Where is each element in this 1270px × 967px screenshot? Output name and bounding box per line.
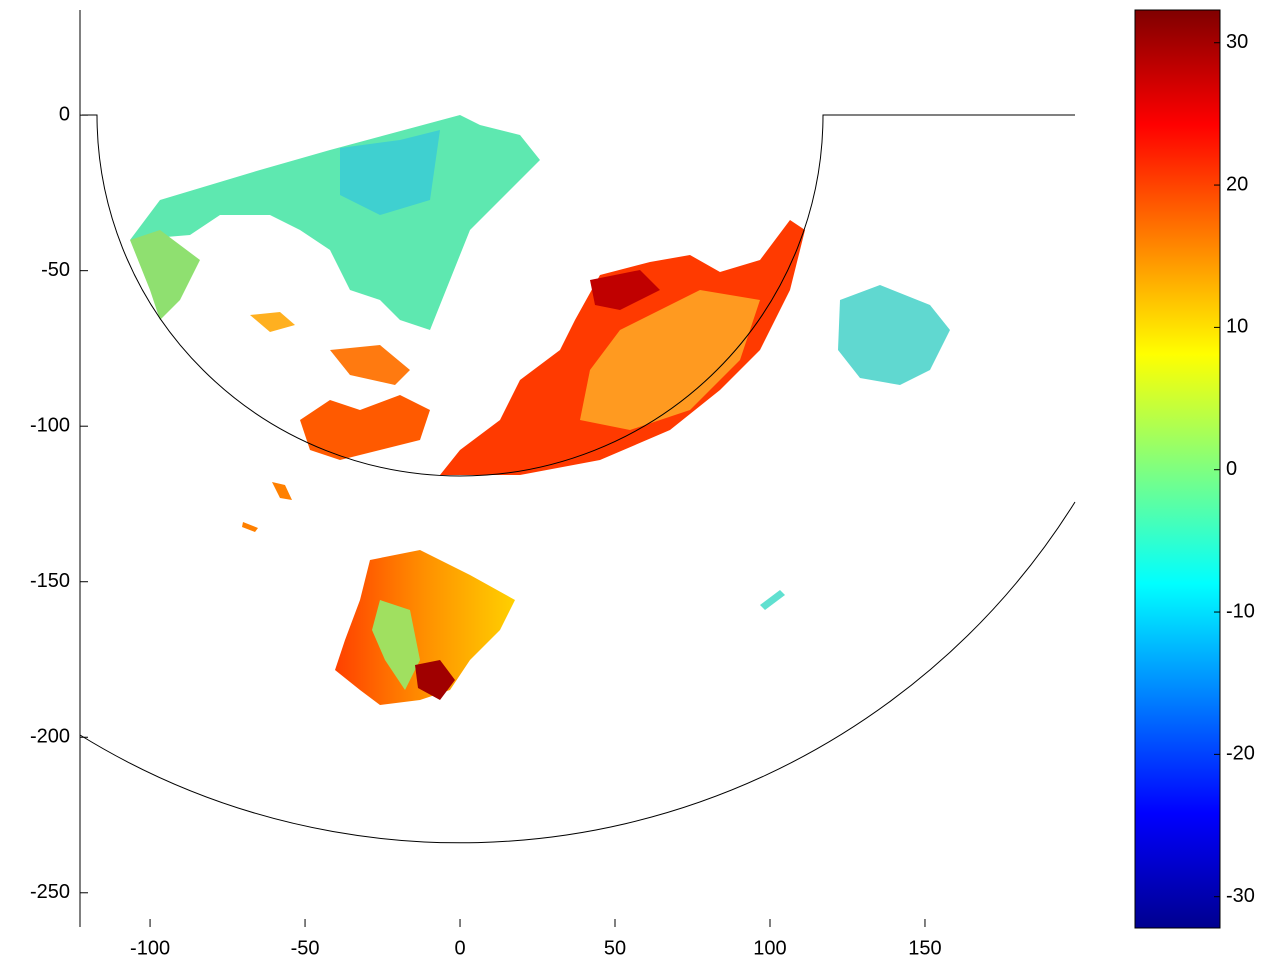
y-tick-label: -150 <box>30 570 70 592</box>
echo <box>580 290 760 430</box>
colorbar-tick-label: -20 <box>1226 743 1255 765</box>
echo <box>130 115 540 330</box>
x-tick-label: -50 <box>291 937 320 959</box>
x-tick-label: -100 <box>130 937 170 959</box>
colorbar-tick-label: 10 <box>1226 316 1248 338</box>
radar-echoes <box>130 115 950 705</box>
colorbar-tick-label: -10 <box>1226 600 1255 622</box>
y-tick-label: -100 <box>30 414 70 436</box>
x-tick-label: 150 <box>908 937 941 959</box>
echo <box>760 590 785 610</box>
colorbar-tick-label: 0 <box>1226 458 1237 480</box>
echo <box>242 482 292 532</box>
echo <box>335 550 515 705</box>
y-tick-label: -200 <box>30 726 70 748</box>
plot-area <box>79 10 1076 927</box>
colorbar-tick-label: 20 <box>1226 173 1248 195</box>
echo <box>340 130 440 215</box>
echo <box>330 345 410 385</box>
echo <box>838 285 950 385</box>
echo <box>250 312 295 332</box>
inner-range-ring <box>82 114 1075 477</box>
echo <box>415 660 455 700</box>
colorbar <box>1134 9 1221 929</box>
echo <box>372 600 420 690</box>
echo <box>590 270 660 310</box>
x-tick-label: 0 <box>454 937 465 959</box>
colorbar-tick-label: -30 <box>1226 885 1255 907</box>
outer-range-ring <box>79 501 1076 844</box>
x-tick-label: 100 <box>753 937 786 959</box>
y-tick-label: -250 <box>30 881 70 903</box>
echo <box>130 230 200 320</box>
echo <box>300 395 430 460</box>
y-tick-label: -50 <box>41 259 70 281</box>
colorbar-tick-label: 30 <box>1226 31 1248 53</box>
x-tick-label: 50 <box>604 937 626 959</box>
y-tick-label: 0 <box>59 103 70 125</box>
